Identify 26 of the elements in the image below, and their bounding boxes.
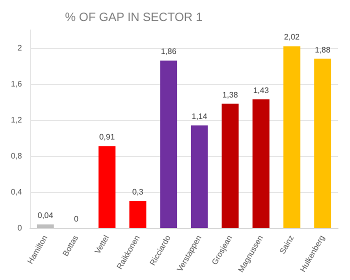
- y-tick-label: 0,4: [10, 188, 23, 196]
- y-tick-label: 0: [18, 224, 23, 232]
- data-label: 1,86: [160, 47, 177, 56]
- y-tick-label: 1,6: [10, 80, 23, 88]
- bar: [252, 99, 270, 228]
- y-tick-label: 1,2: [10, 116, 23, 124]
- bar: [314, 58, 332, 228]
- data-label: 1,14: [192, 112, 208, 121]
- data-label: 0,3: [132, 188, 144, 196]
- data-label: 1,38: [222, 90, 239, 100]
- y-tick-label: 0,8: [10, 152, 23, 160]
- y-tick-label: 2: [18, 44, 23, 52]
- bar: [190, 125, 208, 228]
- data-label: 1,43: [253, 86, 270, 95]
- data-label: 2,02: [284, 32, 300, 42]
- data-label: 0,91: [99, 132, 116, 142]
- data-label: 1,88: [314, 45, 331, 54]
- bar: [160, 60, 178, 228]
- bar: [98, 146, 116, 228]
- data-label: 0,04: [38, 210, 54, 220]
- bar: [222, 104, 239, 228]
- chart-title: % OF GAP IN SECTOR 1: [65, 10, 203, 24]
- bar: [36, 224, 54, 228]
- bar: [129, 201, 146, 228]
- data-label: 0: [74, 214, 79, 224]
- bar: [283, 46, 300, 228]
